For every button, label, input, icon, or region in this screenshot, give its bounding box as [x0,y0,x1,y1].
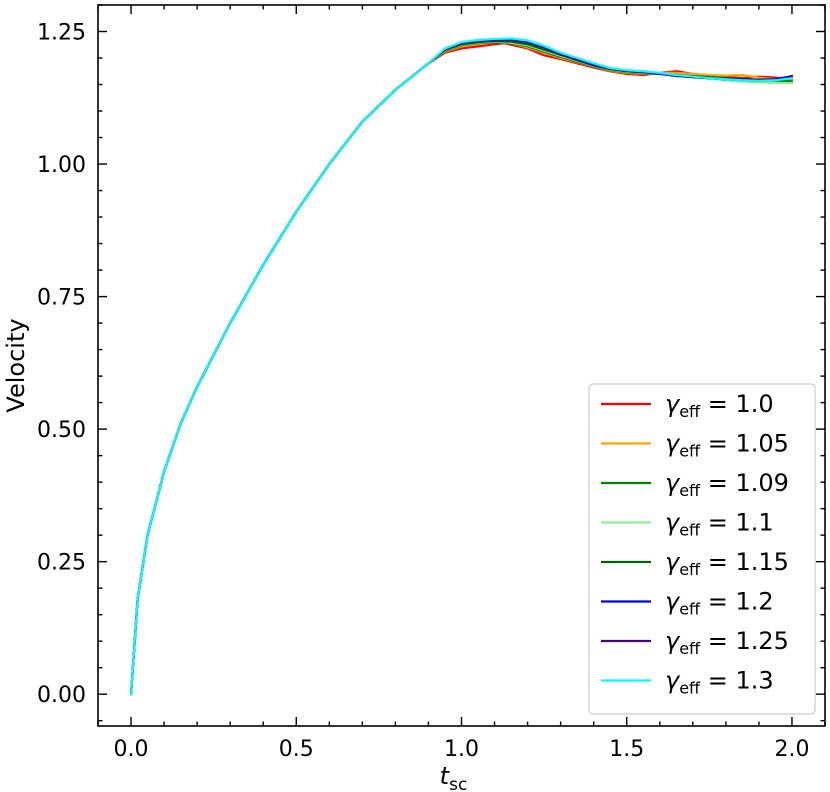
x-tick-label: 1.5 [609,737,644,762]
y-tick-label: 1.25 [37,21,86,46]
x-axis-label: tsc [440,762,468,792]
legend-label: γeff = 1.09 [665,469,789,500]
y-tick-label: 1.00 [37,153,86,178]
x-tick-label: 2.0 [774,737,809,762]
legend-label: γeff = 1.25 [665,627,789,658]
legend-label: γeff = 1.0 [665,390,774,421]
x-tick-label: 0.5 [279,737,314,762]
legend-label: γeff = 1.15 [665,548,789,579]
legend-label: γeff = 1.1 [665,509,774,540]
legend-box [588,383,816,715]
axis-labels: 0.0 0.5 1.0 1.5 2.0 0.00 0.25 0.50 0.75 1.00 1.25 t… [2,21,809,792]
y-tick-label: 0.00 [37,683,86,708]
series-layer [129,37,794,696]
y-tick-label: 0.75 [37,286,86,311]
x-tick-label: 1.0 [444,737,479,762]
series-line-1.3 [129,37,794,696]
y-axis-label: Velocity [2,318,30,412]
legend-label: γeff = 1.3 [665,667,774,698]
legend-label: γeff = 1.2 [665,588,774,619]
legend-label: γeff = 1.05 [665,430,789,461]
plot-frame [97,4,826,727]
x-tick-label: 0.0 [114,737,149,762]
legend: γeff = 1.0 γeff = 1.05 γeff = 1.09 γeff = 1… [588,383,816,715]
y-tick-label: 0.50 [37,418,86,443]
y-tick-label: 0.25 [37,551,86,576]
